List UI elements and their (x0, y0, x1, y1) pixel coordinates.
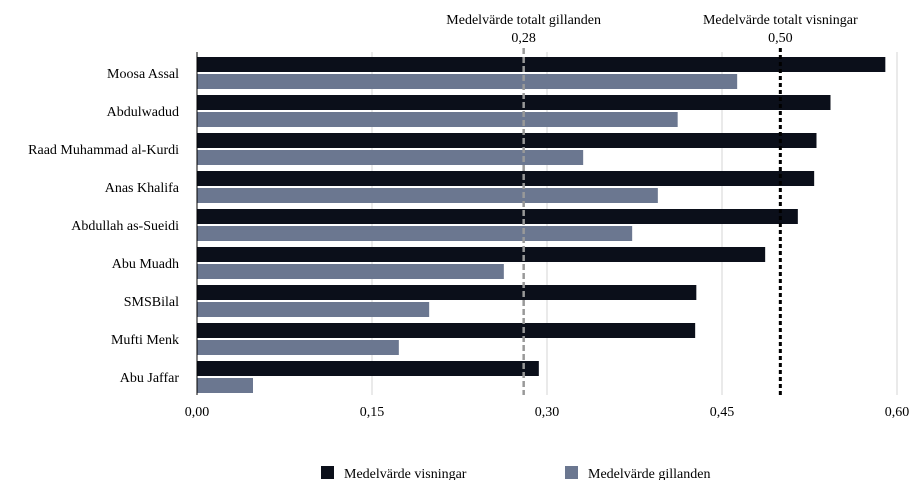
bar-gillanden (197, 378, 253, 393)
bar-gillanden (197, 150, 584, 165)
legend-label: Medelvärde gillanden (588, 467, 710, 480)
reference-line-value: 0,50 (768, 31, 793, 46)
bar-visningar (197, 361, 539, 376)
bar-gillanden (197, 74, 738, 89)
bar-visningar (197, 209, 798, 224)
reference-line-label: Medelvärde totalt visningar (703, 13, 858, 28)
bar-visningar (197, 323, 696, 338)
x-tick-label: 0,60 (885, 405, 910, 420)
category-label: Anas Khalifa (105, 181, 180, 196)
bar-visningar (197, 133, 817, 148)
reference-line-label: Medelvärde totalt gillanden (446, 13, 601, 28)
category-label: Abdullah as-Sueidi (71, 219, 179, 234)
category-label: Abdulwadud (107, 105, 179, 120)
x-tick-label: 0,45 (710, 405, 735, 420)
x-tick-labels: 0,00 0,15 0,30 0,45 0,60 (185, 405, 910, 420)
reference-lines: Medelvärde totalt gillanden 0,28 Medelvärd… (446, 13, 858, 395)
bar-visningar (197, 57, 886, 72)
bar-gillanden (197, 264, 504, 279)
category-label: Raad Muhammad al-Kurdi (28, 143, 179, 158)
bar-visningar (197, 247, 766, 262)
reference-line-value: 0,28 (511, 31, 536, 46)
bar-gillanden (197, 226, 633, 241)
bar-gillanden (197, 112, 678, 127)
bar-gillanden (197, 302, 430, 317)
category-label: SMSBilal (124, 295, 179, 310)
x-tick-label: 0,30 (535, 405, 560, 420)
bar-gillanden (197, 340, 399, 355)
category-labels: Moosa Assal Abdulwadud Raad Muhammad al-Ku… (28, 67, 180, 386)
bar-visningar (197, 171, 815, 186)
legend-swatch (565, 466, 578, 479)
category-label: Abu Jaffar (120, 371, 180, 386)
category-label: Abu Muadh (112, 257, 179, 272)
legend-swatch (321, 466, 334, 479)
bars (197, 57, 886, 393)
bar-visningar (197, 95, 831, 110)
category-label: Moosa Assal (107, 67, 179, 82)
x-tick-label: 0,15 (360, 405, 385, 420)
bar-gillanden (197, 188, 658, 203)
legend: Medelvärde visningar Medelvärde gillanden (321, 466, 710, 480)
legend-label: Medelvärde visningar (344, 467, 467, 480)
bar-visningar (197, 285, 697, 300)
category-label: Mufti Menk (111, 333, 179, 348)
x-tick-label: 0,00 (185, 405, 210, 420)
